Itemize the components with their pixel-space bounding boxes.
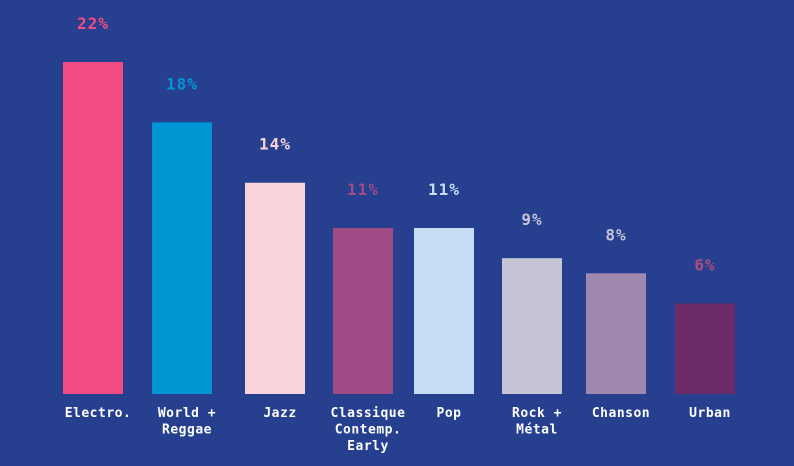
category-label-4-line-3: Early [347, 439, 389, 454]
value-label-2: 18% [166, 74, 198, 93]
value-label-8: 6% [694, 255, 715, 274]
category-label-2-line-2: Reggae [162, 423, 212, 438]
bar-5 [414, 228, 474, 394]
value-label-6: 9% [521, 210, 542, 229]
category-label-8: Urban [689, 406, 731, 421]
value-label-4: 11% [347, 180, 379, 199]
bar-6 [502, 258, 562, 394]
category-label-2-line-1: World + [158, 406, 216, 421]
category-label-4-line-2: Contemp. [335, 423, 402, 438]
bar-4 [333, 228, 393, 394]
bar-1 [63, 62, 123, 394]
bar-8 [675, 303, 735, 394]
category-label-1: Electro. [65, 406, 132, 421]
category-label-6-line-1: Rock + [512, 406, 562, 421]
bar-3 [245, 182, 305, 394]
value-label-7: 8% [605, 225, 626, 244]
category-label-7: Chanson [592, 406, 650, 421]
value-label-1: 22% [77, 14, 109, 33]
value-label-5: 11% [428, 180, 460, 199]
category-label-4-line-1: Classique [331, 406, 406, 421]
bar-2 [152, 122, 212, 394]
category-label-3: Jazz [263, 406, 296, 421]
bar-7 [586, 273, 646, 394]
category-label-5: Pop [437, 406, 462, 421]
category-label-6-line-2: Métal [516, 423, 558, 438]
value-label-3: 14% [259, 135, 291, 154]
